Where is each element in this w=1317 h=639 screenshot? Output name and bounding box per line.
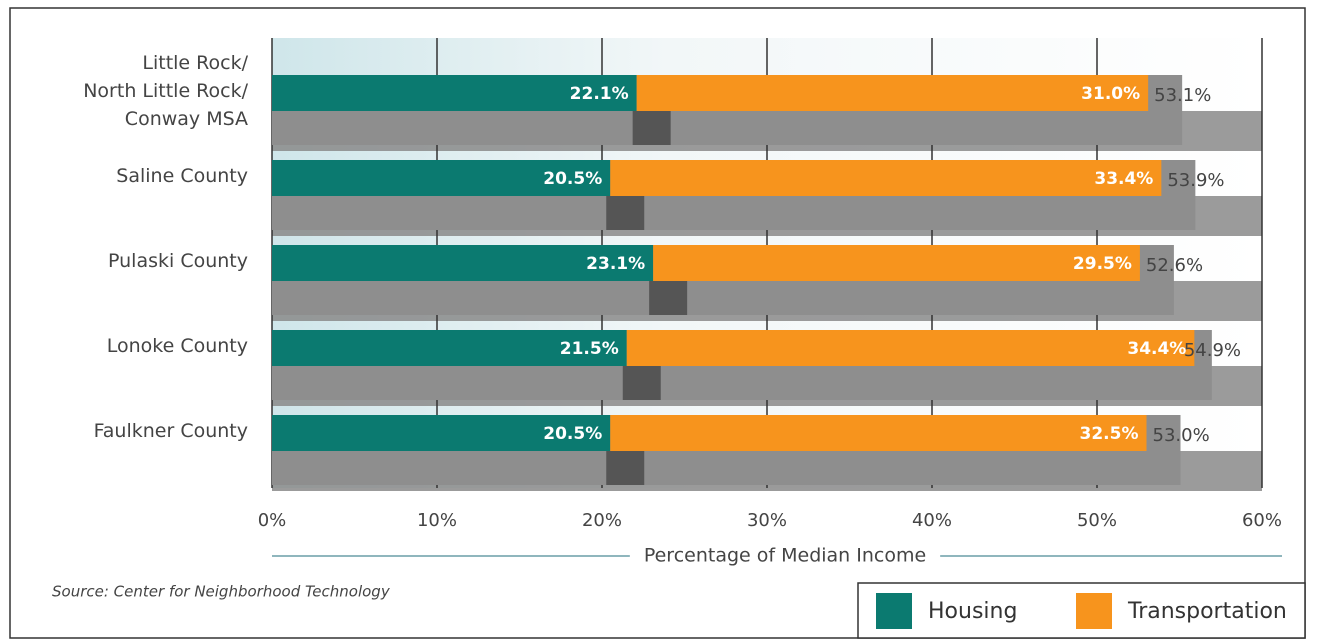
total-label: 52.6%: [1146, 255, 1203, 276]
value-label: 23.1%: [586, 254, 645, 274]
x-tick-label: 10%: [417, 510, 457, 531]
x-tick-label: 40%: [912, 510, 952, 531]
bar-segment: [653, 245, 1140, 281]
value-label: 20.5%: [543, 424, 602, 444]
frame: [9, 7, 1306, 639]
bar-segment: [610, 415, 1147, 451]
category-label: Little Rock/ North Little Rock/ Conway M…: [83, 52, 248, 130]
x-tick-label: 30%: [747, 510, 787, 531]
x-axis-title: Percentage of Median Income: [644, 545, 926, 567]
bar-segment: [272, 245, 654, 281]
total-label: 54.9%: [1184, 340, 1241, 361]
total-label: 53.1%: [1154, 85, 1211, 106]
legend-label: Housing: [928, 599, 1017, 624]
bar-segment: [272, 75, 637, 111]
value-label: 20.5%: [543, 169, 602, 189]
housing-shadow: [606, 451, 645, 485]
housing-shadow: [606, 196, 645, 230]
value-label: 31.0%: [1081, 84, 1140, 104]
value-label: 29.5%: [1073, 254, 1132, 274]
value-label: 21.5%: [560, 339, 619, 359]
legend-swatch: [1076, 593, 1112, 629]
bar-segment: [626, 330, 1195, 366]
value-label: 33.4%: [1094, 169, 1153, 189]
total-label: 53.0%: [1153, 425, 1210, 446]
category-label: Saline County: [116, 165, 248, 187]
value-label: 32.5%: [1080, 424, 1139, 444]
housing-shadow: [649, 281, 688, 315]
bar-segment: [636, 75, 1149, 111]
bar-segment: [272, 415, 611, 451]
legend-swatch: [876, 593, 912, 629]
x-tick-label: 20%: [582, 510, 622, 531]
bar-segment: [610, 160, 1162, 196]
housing-shadow: [632, 111, 671, 145]
total-label: 53.9%: [1167, 170, 1224, 191]
legend-label: Transportation: [1127, 599, 1287, 624]
category-label: Faulkner County: [93, 420, 248, 442]
x-tick-label: 0%: [258, 510, 287, 531]
category-label: Pulaski County: [108, 250, 248, 272]
x-tick-label: 60%: [1242, 510, 1282, 531]
x-tick-label: 50%: [1077, 510, 1117, 531]
bar-segment: [272, 160, 611, 196]
category-label: Lonoke County: [106, 335, 248, 357]
housing-shadow: [622, 366, 661, 400]
value-label: 34.4%: [1127, 339, 1186, 359]
source: Source: Center for Neighborhood Technolo…: [52, 583, 391, 601]
value-label: 22.1%: [570, 84, 629, 104]
bar-segment: [272, 330, 627, 366]
